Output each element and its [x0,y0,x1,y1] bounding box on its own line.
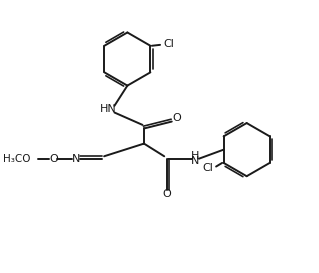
Text: O: O [49,154,58,164]
Text: Cl: Cl [163,39,174,49]
Text: H: H [191,151,199,161]
Text: N: N [72,154,80,164]
Text: HN: HN [100,105,116,114]
Text: O: O [162,189,171,199]
Text: Cl: Cl [202,163,213,173]
Text: O: O [173,113,182,123]
Text: H₃CO: H₃CO [3,154,31,164]
Text: N: N [191,156,199,166]
